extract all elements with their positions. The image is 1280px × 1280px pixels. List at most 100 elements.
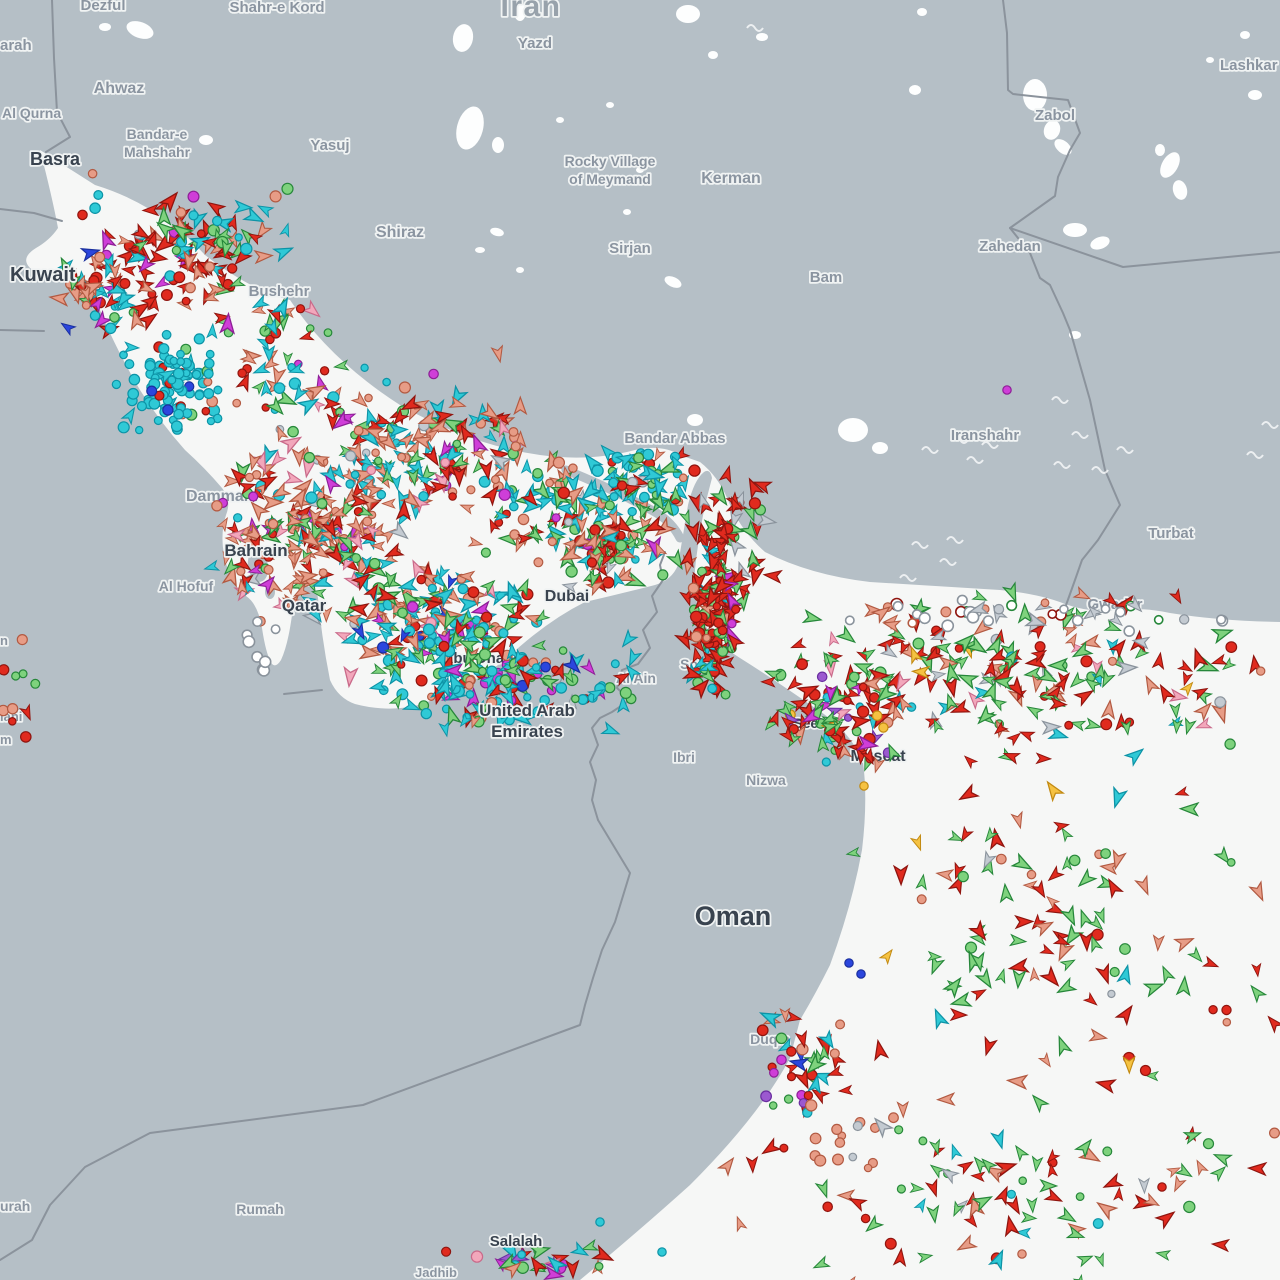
ship-marker[interactable] <box>728 568 750 588</box>
ship-marker[interactable] <box>465 690 475 699</box>
ship-marker[interactable] <box>848 714 872 731</box>
ship-marker[interactable] <box>909 1182 925 1194</box>
ship-marker[interactable] <box>561 667 577 684</box>
ship-marker[interactable] <box>1025 1197 1038 1214</box>
ship-marker[interactable] <box>478 648 492 661</box>
ship-marker[interactable] <box>508 501 519 512</box>
ship-marker[interactable] <box>406 448 426 467</box>
ship-marker[interactable] <box>1061 923 1085 949</box>
ship-marker[interactable] <box>953 653 971 671</box>
ship-marker[interactable] <box>800 707 822 727</box>
ship-marker[interactable] <box>1039 943 1055 958</box>
ship-marker[interactable] <box>956 594 968 606</box>
ship-marker[interactable] <box>1189 647 1209 671</box>
ship-marker[interactable] <box>575 516 588 534</box>
ship-marker[interactable] <box>363 407 379 427</box>
ship-marker[interactable] <box>506 642 519 660</box>
ship-marker[interactable] <box>1215 614 1227 625</box>
ship-marker[interactable] <box>196 229 206 239</box>
ship-marker[interactable] <box>89 310 101 321</box>
ship-marker[interactable] <box>93 190 104 201</box>
ship-marker[interactable] <box>176 357 186 366</box>
ship-marker[interactable] <box>812 1068 834 1087</box>
ship-marker[interactable] <box>913 1197 929 1214</box>
ship-marker[interactable] <box>717 656 735 669</box>
ship-marker[interactable] <box>89 295 105 313</box>
ship-marker[interactable] <box>939 1165 961 1185</box>
ship-marker[interactable] <box>892 864 909 887</box>
ship-marker[interactable] <box>949 698 972 718</box>
ship-marker[interactable] <box>715 539 728 558</box>
ship-marker[interactable] <box>416 574 427 585</box>
ship-marker[interactable] <box>486 665 498 677</box>
ship-marker[interactable] <box>918 611 931 625</box>
ship-marker[interactable] <box>1056 1206 1078 1226</box>
ship-marker[interactable] <box>272 596 292 614</box>
ship-marker[interactable] <box>552 456 566 469</box>
ship-marker[interactable] <box>136 254 157 275</box>
ship-marker[interactable] <box>120 405 139 426</box>
ship-marker[interactable] <box>968 919 990 943</box>
ship-marker[interactable] <box>620 510 642 531</box>
ship-marker[interactable] <box>980 1035 998 1057</box>
ship-marker[interactable] <box>242 635 256 649</box>
ship-marker[interactable] <box>690 636 708 654</box>
ship-marker[interactable] <box>983 1162 1007 1184</box>
ship-marker[interactable] <box>928 1162 947 1179</box>
ship-marker[interactable] <box>181 250 198 272</box>
ship-marker[interactable] <box>1174 785 1190 799</box>
ship-marker[interactable] <box>652 516 677 541</box>
ship-marker[interactable] <box>523 693 532 702</box>
ship-marker[interactable] <box>377 557 395 571</box>
ship-marker[interactable] <box>1268 1127 1280 1139</box>
ship-marker[interactable] <box>87 168 98 179</box>
ship-marker[interactable] <box>1065 1225 1086 1243</box>
ship-marker[interactable] <box>1031 1155 1044 1173</box>
ship-marker[interactable] <box>884 742 902 763</box>
ship-marker[interactable] <box>270 624 281 635</box>
ship-marker[interactable] <box>390 407 410 427</box>
ship-marker[interactable] <box>717 625 728 636</box>
ship-marker[interactable] <box>631 520 654 542</box>
ship-marker[interactable] <box>412 432 435 451</box>
ship-marker[interactable] <box>814 1178 832 1199</box>
ship-marker[interactable] <box>591 1244 615 1266</box>
ship-marker[interactable] <box>768 1101 778 1110</box>
ship-marker[interactable] <box>1044 899 1066 918</box>
ship-marker[interactable] <box>983 659 998 678</box>
ship-marker[interactable] <box>796 658 808 671</box>
ship-marker[interactable] <box>406 601 419 613</box>
ship-marker[interactable] <box>152 232 177 256</box>
ship-marker[interactable] <box>1251 962 1262 978</box>
ship-marker[interactable] <box>1156 682 1176 705</box>
ship-marker[interactable] <box>1012 968 1027 990</box>
ship-marker[interactable] <box>892 600 904 612</box>
ship-marker[interactable] <box>894 1125 904 1135</box>
ship-marker[interactable] <box>698 658 719 676</box>
ship-marker[interactable] <box>652 476 669 499</box>
ship-marker[interactable] <box>384 459 396 476</box>
ship-marker[interactable] <box>201 406 211 416</box>
ship-marker[interactable] <box>1109 785 1129 809</box>
ship-marker[interactable] <box>357 504 374 519</box>
ship-marker[interactable] <box>864 603 885 618</box>
ship-marker[interactable] <box>561 580 578 594</box>
ship-marker[interactable] <box>478 475 491 488</box>
ship-marker[interactable] <box>957 783 981 805</box>
ship-marker[interactable] <box>1093 906 1109 924</box>
ship-marker[interactable] <box>251 379 268 395</box>
ship-marker[interactable] <box>56 255 78 280</box>
ship-marker[interactable] <box>113 285 137 311</box>
ship-marker[interactable] <box>479 577 497 595</box>
ship-marker[interactable] <box>704 550 724 574</box>
ship-marker[interactable] <box>642 448 655 461</box>
ship-marker[interactable] <box>1102 1146 1113 1157</box>
ship-marker[interactable] <box>440 414 465 436</box>
ship-marker[interactable] <box>205 198 227 218</box>
ship-marker[interactable] <box>171 245 182 256</box>
ship-marker[interactable] <box>1059 604 1069 615</box>
ship-marker[interactable] <box>1142 978 1165 998</box>
ship-marker[interactable] <box>681 664 704 683</box>
ship-marker[interactable] <box>1182 1128 1203 1145</box>
ship-marker[interactable] <box>134 425 144 435</box>
